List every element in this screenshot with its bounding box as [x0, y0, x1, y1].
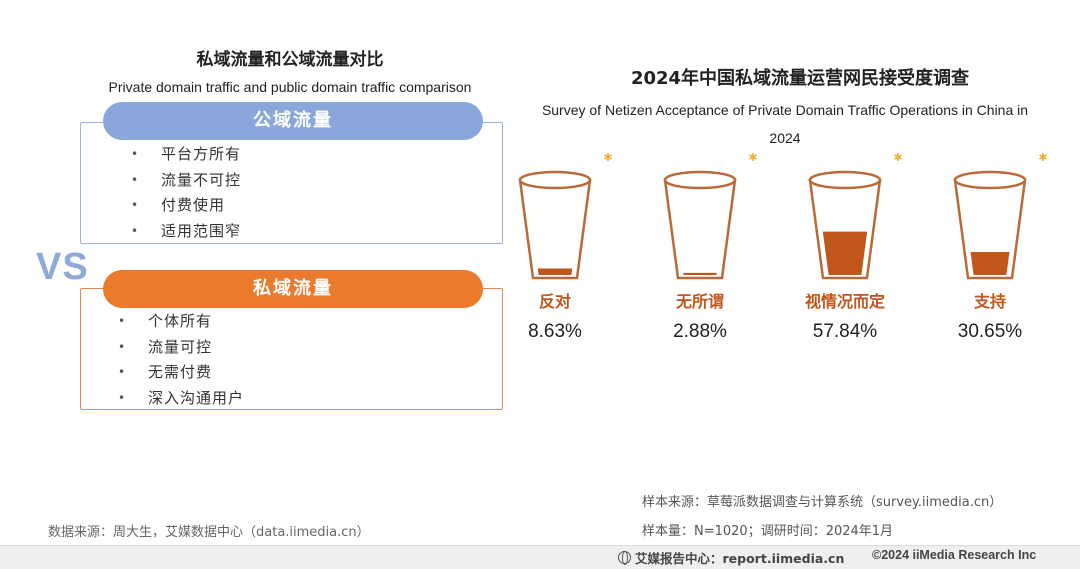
category-label: 视情况而定 — [804, 292, 885, 311]
cup-outline — [518, 178, 592, 280]
brand-link[interactable]: 艾媒报告中心：report.iimedia.cn — [618, 548, 844, 567]
list-item: 流量不可控 — [131, 168, 241, 194]
list-item: 适用范围窄 — [131, 219, 241, 245]
comparison-title: 私域流量和公域流量对比 — [196, 50, 384, 70]
globe-icon — [618, 551, 631, 565]
cup-fill-bar — [822, 231, 868, 275]
sparkle-icon: ✱ — [748, 151, 757, 164]
cup-rim — [953, 170, 1027, 190]
cup-rim — [663, 170, 737, 190]
vs-label: VS — [36, 246, 89, 288]
value-label: 8.63% — [528, 321, 582, 342]
cup-outline — [663, 178, 737, 280]
brand-text: 艾媒报告中心：report.iimedia.cn — [635, 551, 845, 566]
private-domain-header: 私域流量 — [103, 270, 483, 308]
chart-subtitle: Survey of Netizen Acceptance of Private … — [541, 102, 1029, 146]
cup-fill-bar — [683, 272, 717, 275]
copyright: ©2024 iiMedia Research Inc — [872, 548, 1037, 562]
value-label: 2.88% — [673, 321, 727, 342]
private-domain-list: 个体所有 流量可控 无需付费 深入沟通用户 — [118, 309, 244, 411]
list-item: 流量可控 — [118, 335, 244, 361]
sample-size: 样本量：N=1020；调研时间：2024年1月 — [642, 524, 894, 539]
category-label: 支持 — [973, 292, 1006, 311]
public-domain-list: 平台方所有 流量不可控 付费使用 适用范围窄 — [131, 142, 241, 244]
value-label: 30.65% — [957, 321, 1023, 342]
list-item: 深入沟通用户 — [118, 386, 244, 412]
value-label: 57.84% — [812, 321, 878, 342]
comparison-subtitle: Private domain traffic and public domain… — [108, 79, 472, 95]
sparkle-icon: ✱ — [893, 151, 902, 164]
sparkle-icon: ✱ — [603, 151, 612, 164]
public-domain-header: 公域流量 — [103, 102, 483, 140]
sample-source: 样本来源：草莓派数据调查与计算系统（survey.iimedia.cn） — [642, 495, 1003, 510]
category-label: 反对 — [538, 292, 571, 311]
cup-chart: ✱ ✱ ✱ ✱ — [518, 151, 1048, 280]
cup-fill-bar — [537, 268, 573, 275]
list-item: 无需付费 — [118, 360, 244, 386]
cup-rim — [518, 170, 592, 190]
list-item: 付费使用 — [131, 193, 241, 219]
list-item: 平台方所有 — [131, 142, 241, 168]
data-source: 数据来源：周大生，艾媒数据中心（data.iimedia.cn） — [48, 525, 370, 540]
cup-rim — [808, 170, 882, 190]
footer-bar — [0, 545, 1080, 569]
sparkle-icon: ✱ — [1038, 151, 1047, 164]
chart-title: 2024年中国私域流量运营网民接受度调查 — [630, 68, 970, 89]
list-item: 个体所有 — [118, 309, 244, 335]
category-label: 无所谓 — [675, 292, 724, 311]
cup-fill-bar — [970, 252, 1010, 275]
